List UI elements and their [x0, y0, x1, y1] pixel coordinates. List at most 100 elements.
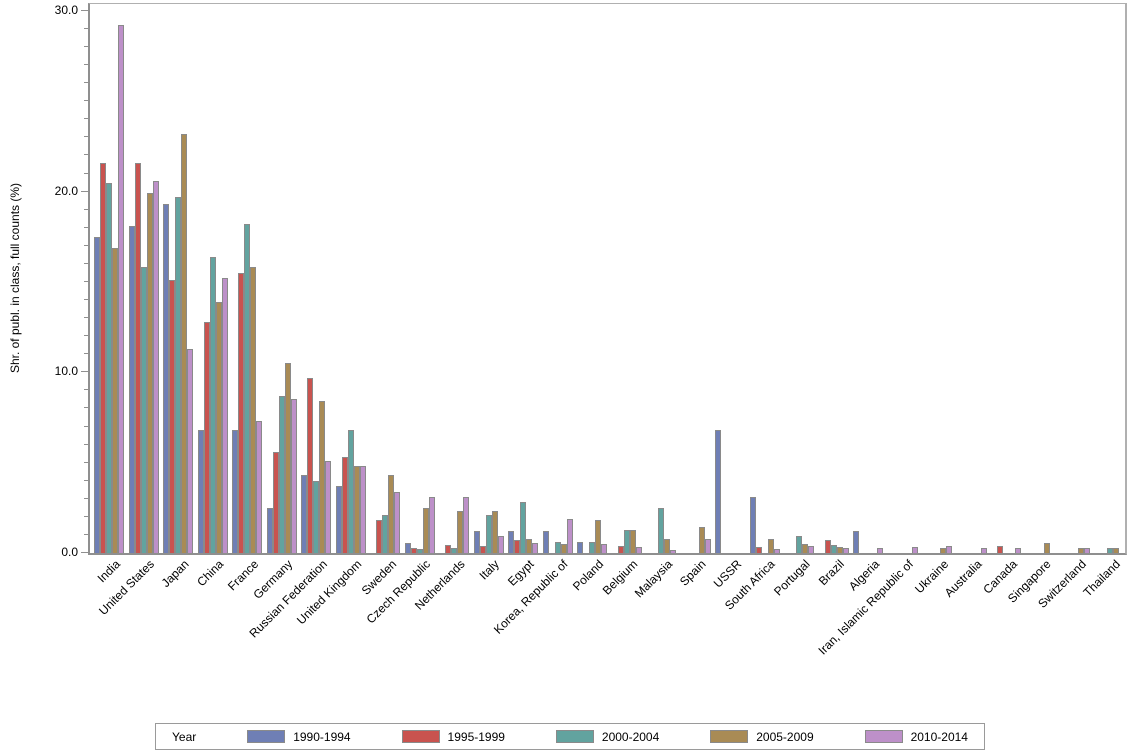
bar-2000-2004 [141, 267, 147, 553]
y-major-tick [81, 191, 88, 192]
x-axis-label: Japan [158, 557, 192, 591]
legend-entry: 2010-2014 [864, 729, 968, 744]
bar-1995-1999 [997, 546, 1003, 553]
y-minor-tick [84, 353, 88, 354]
y-minor-tick [84, 516, 88, 517]
bar-2005-2009 [664, 539, 670, 553]
bar-2010-2014 [532, 543, 538, 553]
y-minor-tick [84, 46, 88, 47]
bar-2010-2014 [360, 466, 366, 553]
bar-2005-2009 [837, 547, 843, 553]
bar-1995-1999 [169, 280, 175, 553]
bar-1995-1999 [514, 540, 520, 553]
bar-2000-2004 [348, 430, 354, 553]
bar-2000-2004 [451, 548, 457, 553]
bar-2010-2014 [670, 550, 676, 553]
legend-label: 2010-2014 [910, 729, 968, 744]
bar-1995-1999 [445, 545, 451, 553]
bar-2010-2014 [981, 548, 987, 553]
y-minor-tick [84, 498, 88, 499]
bar-2005-2009 [147, 193, 153, 553]
y-minor-tick [84, 245, 88, 246]
bar-1990-1994 [198, 430, 204, 553]
bar-2000-2004 [831, 545, 837, 553]
y-minor-tick [84, 64, 88, 65]
bar-1990-1994 [163, 204, 169, 553]
bar-2010-2014 [429, 497, 435, 553]
bar-2010-2014 [1084, 548, 1090, 553]
legend-label: 1990-1994 [293, 729, 351, 744]
bar-1995-1999 [100, 163, 106, 553]
legend-label: 1995-1999 [447, 729, 505, 744]
bar-2000-2004 [279, 396, 285, 553]
bar-2010-2014 [187, 349, 193, 553]
x-axis-label: Spain [677, 557, 709, 589]
x-axis-label: Italy [476, 557, 502, 583]
bar-2005-2009 [250, 267, 256, 553]
bar-2005-2009 [768, 539, 774, 553]
bar-1990-1994 [853, 531, 859, 553]
bar-2000-2004 [244, 224, 250, 553]
y-minor-tick [84, 389, 88, 390]
bar-2005-2009 [1113, 548, 1119, 553]
bar-2005-2009 [388, 475, 394, 553]
y-minor-tick [84, 317, 88, 318]
legend-swatch-icon [401, 730, 440, 743]
bar-1995-1999 [204, 322, 210, 553]
y-minor-tick [84, 534, 88, 535]
legend-swatch-icon [710, 730, 749, 743]
bar-2010-2014 [705, 539, 711, 553]
bar-2010-2014 [394, 492, 400, 553]
bar-2005-2009 [561, 544, 567, 553]
bar-2000-2004 [796, 536, 802, 553]
y-minor-tick [84, 136, 88, 137]
bar-2010-2014 [256, 421, 262, 553]
x-axis-label: Portugal [771, 557, 813, 599]
y-minor-tick [84, 444, 88, 445]
y-minor-tick [84, 299, 88, 300]
bar-2000-2004 [106, 183, 112, 553]
bar-2000-2004 [658, 508, 664, 553]
legend-title: Year [172, 729, 197, 744]
bar-1990-1994 [508, 531, 514, 553]
y-minor-tick [84, 426, 88, 427]
y-minor-tick [84, 281, 88, 282]
bar-2005-2009 [630, 530, 636, 553]
bar-2000-2004 [313, 481, 319, 553]
bar-2010-2014 [946, 546, 952, 553]
bar-1995-1999 [135, 163, 141, 553]
legend-entry: 1995-1999 [401, 729, 505, 744]
bar-2005-2009 [940, 548, 946, 553]
bar-2005-2009 [112, 248, 118, 553]
y-minor-tick [84, 82, 88, 83]
y-minor-tick [84, 263, 88, 264]
y-minor-tick [84, 118, 88, 119]
y-tick-label: 30.0 [54, 3, 78, 17]
legend: Year 1990-1994 1995-1999 2000-2004 2005-200… [155, 723, 985, 750]
y-minor-tick [84, 407, 88, 408]
x-axis-label: China [193, 557, 226, 590]
bar-2010-2014 [774, 549, 780, 553]
bar-2005-2009 [423, 508, 429, 553]
y-major-tick [81, 10, 88, 11]
bar-2010-2014 [498, 536, 504, 553]
bar-1990-1994 [577, 542, 583, 553]
bar-2005-2009 [285, 363, 291, 553]
legend-entry: 2000-2004 [555, 730, 659, 744]
bar-2000-2004 [210, 257, 216, 553]
bar-2005-2009 [457, 511, 463, 553]
bar-2005-2009 [1044, 543, 1050, 553]
bar-2000-2004 [589, 542, 595, 553]
bar-2010-2014 [222, 278, 228, 553]
y-minor-tick [84, 154, 88, 155]
bar-2010-2014 [325, 461, 331, 553]
y-minor-tick [84, 462, 88, 463]
bar-1990-1994 [715, 430, 721, 553]
bar-1995-1999 [342, 457, 348, 553]
bar-1995-1999 [825, 540, 831, 553]
bar-2005-2009 [181, 134, 187, 553]
bar-1995-1999 [618, 546, 624, 553]
bar-1990-1994 [543, 531, 549, 553]
bar-2005-2009 [526, 539, 532, 553]
